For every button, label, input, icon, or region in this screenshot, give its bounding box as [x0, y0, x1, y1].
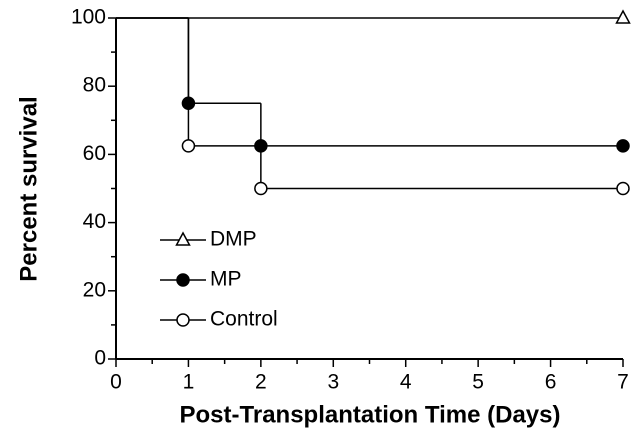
marker	[176, 273, 190, 287]
x-tick-label: 3	[327, 371, 339, 394]
y-tick-label: 40	[83, 210, 106, 233]
x-tick-label: 6	[545, 371, 557, 394]
x-tick-label: 1	[183, 371, 195, 394]
marker	[181, 139, 196, 153]
marker	[176, 313, 190, 327]
marker	[254, 181, 268, 196]
y-tick-label: 60	[83, 142, 106, 165]
x-tick-label: 5	[472, 371, 484, 394]
y-tick-label: 80	[83, 74, 106, 97]
x-tick-label: 4	[400, 371, 412, 394]
x-axis-label: Post-Transplantation Time (Days)	[180, 401, 561, 428]
marker	[616, 181, 630, 196]
marker	[615, 9, 631, 24]
legend-label: DMP	[210, 228, 257, 251]
legend-label: Control	[210, 308, 278, 331]
y-tick-label: 100	[71, 6, 106, 29]
y-tick-label: 0	[94, 347, 106, 370]
x-tick-label: 7	[617, 371, 629, 394]
y-axis-label: Percent survival	[15, 96, 42, 281]
x-tick-label: 2	[255, 371, 267, 394]
x-tick-label: 0	[110, 371, 122, 394]
marker	[616, 139, 630, 153]
y-tick-label: 20	[83, 278, 106, 301]
marker	[175, 231, 191, 246]
legend-label: MP	[210, 268, 242, 291]
